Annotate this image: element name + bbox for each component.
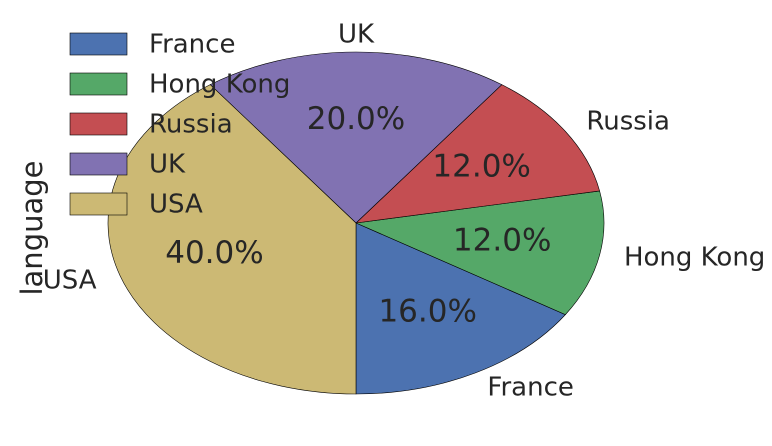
pie-percent-label-hong-kong: 12.0% [453, 223, 551, 259]
legend-label-usa: USA [149, 190, 203, 220]
pie-category-label-usa: USA [43, 266, 97, 296]
legend-swatch-uk [69, 152, 128, 176]
pie-category-label-france: France [487, 372, 573, 402]
pie-category-label-russia: Russia [586, 107, 670, 137]
pie-category-label-uk: UK [338, 19, 375, 49]
y-axis-label: language [15, 160, 49, 295]
pie-percent-label-russia: 12.0% [432, 149, 530, 185]
pie-category-label-hong-kong: Hong Kong [624, 243, 765, 273]
pie-slice-russia [355, 84, 600, 224]
legend-swatch-russia [69, 112, 128, 136]
legend-label-russia: Russia [149, 110, 233, 140]
legend-label-france: France [149, 30, 235, 60]
pie-percent-label-usa: 40.0% [165, 235, 263, 271]
legend-label-uk: UK [149, 150, 186, 180]
legend-swatch-usa [69, 192, 128, 216]
pie-percent-label-france: 16.0% [378, 293, 476, 329]
pie-category-labels: France Hong Kong Russia UK USA [43, 19, 766, 402]
pie-percent-labels: 16.0% 12.0% 12.0% 20.0% 40.0% [165, 101, 551, 330]
pie-slices [107, 51, 605, 395]
legend-swatch-france [69, 32, 128, 56]
legend: France Hong Kong Russia UK USA [69, 30, 290, 220]
pie-percent-label-uk: 20.0% [307, 101, 405, 137]
pie-slice-uk [209, 51, 503, 224]
pie-slice-usa [107, 84, 357, 395]
legend-swatch-hong-kong [69, 72, 128, 96]
pie-slice-hong-kong [354, 190, 605, 315]
legend-label-hong-kong: Hong Kong [149, 70, 290, 100]
pie-slice-france [355, 222, 566, 395]
